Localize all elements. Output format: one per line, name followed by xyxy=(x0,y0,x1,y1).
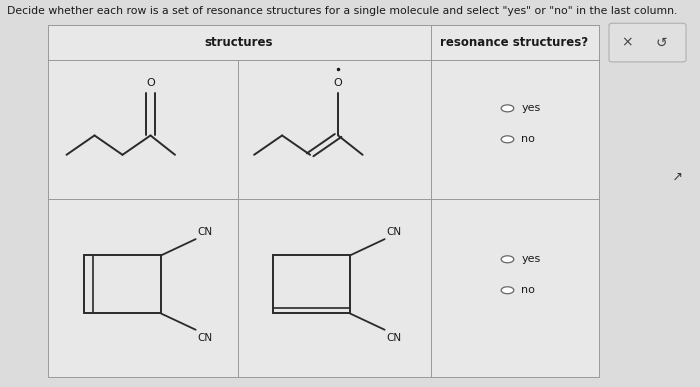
Text: CN: CN xyxy=(197,227,213,237)
Bar xyxy=(238,60,430,199)
Bar xyxy=(48,199,238,377)
Bar xyxy=(48,60,238,199)
Circle shape xyxy=(501,105,514,112)
Text: ↺: ↺ xyxy=(656,36,667,50)
Bar xyxy=(430,60,598,199)
Text: O: O xyxy=(146,78,155,88)
Text: CN: CN xyxy=(386,333,402,343)
Circle shape xyxy=(501,256,514,263)
Text: Decide whether each row is a set of resonance structures for a single molecule a: Decide whether each row is a set of reso… xyxy=(7,6,678,16)
Bar xyxy=(238,199,430,377)
Circle shape xyxy=(501,287,514,294)
Bar xyxy=(48,25,430,60)
Text: CN: CN xyxy=(386,227,402,237)
Text: no: no xyxy=(522,134,536,144)
Text: ↙: ↙ xyxy=(671,168,680,181)
Bar xyxy=(430,199,598,377)
Text: no: no xyxy=(522,285,536,295)
Circle shape xyxy=(501,136,514,143)
FancyBboxPatch shape xyxy=(609,23,686,62)
Text: structures: structures xyxy=(205,36,273,49)
Text: CN: CN xyxy=(197,333,213,343)
Text: O: O xyxy=(334,78,342,88)
Text: ×: × xyxy=(621,36,632,50)
Bar xyxy=(430,25,598,60)
Text: yes: yes xyxy=(522,254,540,264)
Text: yes: yes xyxy=(522,103,540,113)
Text: resonance structures?: resonance structures? xyxy=(440,36,589,49)
